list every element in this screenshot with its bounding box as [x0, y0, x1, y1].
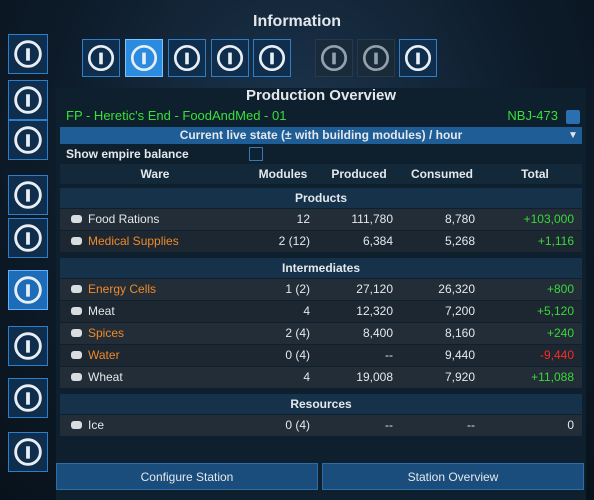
cell-produced: 6,384: [362, 234, 393, 248]
ware-icon: [71, 421, 82, 429]
sidebar-button[interactable]: [8, 432, 48, 472]
sidebar-button[interactable]: [8, 175, 48, 215]
ware-icon: [71, 237, 82, 245]
cell-produced: --: [385, 418, 393, 432]
ware-name: Spices: [88, 326, 125, 340]
section-bg: [60, 188, 582, 208]
cell-consumed: 8,780: [444, 212, 475, 226]
ware-name: Wheat: [88, 370, 123, 384]
checkbox[interactable]: [249, 147, 263, 161]
cell-total: 0: [567, 418, 574, 432]
tab-button[interactable]: [211, 39, 249, 77]
cell-modules: 0 (4): [285, 418, 310, 432]
column-header: Consumed: [410, 167, 473, 181]
station-code: NBJ-473: [507, 108, 558, 123]
ware-icon: [71, 351, 82, 359]
cell-produced: 19,008: [356, 370, 393, 384]
section-title: Resources: [290, 397, 352, 411]
cell-consumed: --: [467, 418, 475, 432]
section-title: Intermediates: [281, 261, 361, 275]
section-title: Products: [294, 191, 347, 205]
station-name: FP - Heretic's End - FoodAndMed - 01: [66, 108, 287, 123]
cell-total: -9,440: [539, 348, 574, 362]
column-header: Modules: [258, 167, 308, 181]
mode-dropdown[interactable]: Current live state (± with building modu…: [60, 127, 582, 144]
sidebar-button[interactable]: [8, 80, 48, 120]
cell-modules: 4: [303, 370, 310, 384]
tab-button[interactable]: [125, 39, 163, 77]
row: [60, 367, 582, 388]
dropdown-arrow: ▼: [568, 130, 578, 141]
ware-name: Energy Cells: [88, 282, 157, 296]
tab-button[interactable]: [315, 39, 353, 77]
cell-modules: 2 (12): [278, 234, 310, 248]
sidebar-button[interactable]: [8, 120, 48, 160]
cell-consumed: 7,200: [444, 304, 475, 318]
cell-consumed: 5,268: [444, 234, 475, 248]
ware-icon: [71, 373, 82, 381]
cell-consumed: 7,920: [444, 370, 475, 384]
ware-icon: [71, 307, 82, 315]
sidebar-button[interactable]: [8, 270, 48, 310]
ware-name: Ice: [88, 418, 105, 432]
cell-consumed: 26,320: [438, 282, 475, 296]
cell-total: +5,120: [536, 304, 574, 318]
cell-total: +1,116: [537, 234, 574, 248]
row: [60, 231, 582, 252]
cell-consumed: 8,160: [444, 326, 475, 340]
ware-icon: [71, 215, 82, 223]
cell-modules: 0 (4): [285, 348, 310, 362]
cell-modules: 4: [303, 304, 310, 318]
checkbox-label: Show empire balance: [66, 147, 189, 161]
tab-button[interactable]: [82, 39, 120, 77]
cell-total: +103,000: [523, 212, 574, 226]
sidebar-button[interactable]: [8, 326, 48, 366]
cell-produced: 8,400: [362, 326, 393, 340]
row: [60, 415, 582, 436]
row: [60, 301, 582, 322]
column-header: Total: [521, 167, 549, 181]
cell-produced: --: [385, 348, 393, 362]
ware-name: Food Rations: [88, 212, 160, 226]
tab-button[interactable]: [253, 39, 291, 77]
cell-modules: 12: [296, 212, 310, 226]
cell-produced: 111,780: [351, 212, 393, 226]
column-header: Ware: [140, 167, 170, 181]
row: [60, 323, 582, 344]
table-header: [60, 164, 582, 184]
panel-title: Production Overview: [245, 87, 397, 104]
ware-icon: [71, 329, 82, 337]
cell-consumed: 9,440: [444, 348, 475, 362]
cell-modules: 2 (4): [285, 326, 310, 340]
section-bg: [60, 258, 582, 278]
sidebar-button[interactable]: [8, 378, 48, 418]
tab-button[interactable]: [399, 39, 437, 77]
expand-button[interactable]: [566, 110, 580, 124]
row: [60, 209, 582, 230]
cell-total: +800: [546, 282, 574, 296]
button[interactable]: Station Overview: [322, 463, 584, 490]
cell-produced: 12,320: [356, 304, 393, 318]
row: [60, 345, 582, 366]
cell-produced: 27,120: [356, 282, 393, 296]
ware-name: Water: [88, 348, 120, 362]
cell-total: +240: [546, 326, 574, 340]
tab-button[interactable]: [357, 39, 395, 77]
window-title: Information: [253, 13, 341, 30]
sidebar-button[interactable]: [8, 218, 48, 258]
cell-modules: 1 (2): [285, 282, 310, 296]
sidebar-button[interactable]: [8, 34, 48, 74]
ware-name: Meat: [88, 304, 115, 318]
cell-total: +11,088: [531, 370, 574, 384]
ware-name: Medical Supplies: [88, 234, 179, 248]
row: [60, 279, 582, 300]
button[interactable]: Configure Station: [56, 463, 318, 490]
tab-button[interactable]: [168, 39, 206, 77]
ware-icon: [71, 285, 82, 293]
section-bg: [60, 394, 582, 414]
column-header: Produced: [331, 167, 387, 181]
